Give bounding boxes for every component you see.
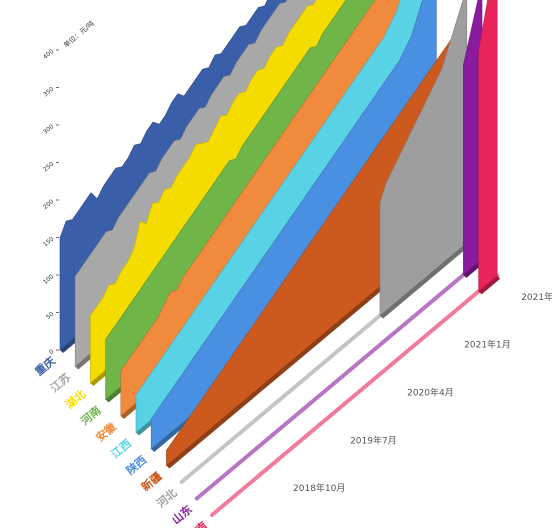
x-axis: 2018年1月2018年10月2019年7月2020年4月2021年1月2021… — [293, 291, 552, 494]
series-layer — [59, 0, 501, 517]
y-tick-label: 250 — [42, 161, 55, 174]
y-tick-label: 50 — [45, 311, 55, 321]
series-9 — [179, 0, 470, 484]
series-label: 河南 — [78, 403, 104, 428]
series-11-ribbon — [210, 273, 500, 517]
series-label: 山东 — [169, 502, 195, 527]
series-11-area — [478, 0, 498, 293]
x-tick-label: 2021年11月 — [521, 291, 552, 303]
y-tick-label: 300 — [42, 123, 55, 136]
series-9-area — [379, 0, 468, 317]
x-tick-label: 2019年7月 — [350, 434, 397, 446]
y-tick-label: 350 — [42, 86, 55, 99]
series-10-ribbon — [194, 257, 484, 501]
series-label: 陕西 — [123, 453, 149, 478]
x-tick-label: 2018年10月 — [293, 482, 345, 494]
y-tick-label: 100 — [42, 273, 55, 286]
y-tick-label: 200 — [42, 198, 55, 211]
series-7-area — [150, 0, 437, 450]
series-11 — [210, 0, 501, 517]
series-label: 湖北 — [62, 387, 88, 412]
series-label: 新疆 — [138, 469, 164, 494]
series-label: 河北 — [154, 486, 180, 511]
y-tick-label: 150 — [42, 236, 55, 249]
x-tick-label: 2021年1月 — [464, 339, 511, 351]
unit-label: 单位：元/吨 — [62, 19, 96, 50]
series-11-base — [478, 275, 501, 295]
x-tick-label: 2020年4月 — [407, 386, 454, 398]
series-label: 重庆 — [32, 354, 58, 379]
series-label: 安徽 — [93, 419, 120, 445]
series-5-area — [120, 0, 407, 417]
series-8-area — [166, 37, 452, 467]
series-label: 湖南 — [184, 519, 210, 528]
series-9-base — [380, 242, 470, 319]
y-tick-label: 0 — [48, 348, 56, 356]
series-6-area — [135, 0, 422, 434]
series-label: 江西 — [108, 436, 134, 461]
y-tick-label: 400 — [42, 48, 55, 61]
series-label: 江苏 — [47, 370, 73, 395]
